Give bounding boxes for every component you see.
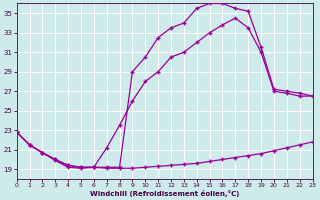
X-axis label: Windchill (Refroidissement éolien,°C): Windchill (Refroidissement éolien,°C)	[90, 190, 239, 197]
